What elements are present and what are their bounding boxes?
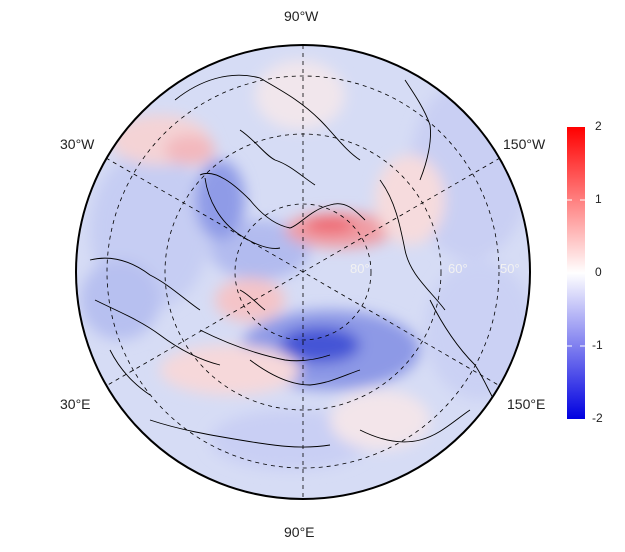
graticule bbox=[105, 45, 501, 499]
colorbar-tick-label: 2 bbox=[595, 119, 602, 133]
lon-label-bottom: 90°E bbox=[284, 524, 315, 540]
lat-label-80: 80° bbox=[350, 261, 370, 276]
colorbar-tick-label: 1 bbox=[595, 192, 602, 206]
latitude-circle-80 bbox=[234, 203, 372, 341]
lat-label-60: 60° bbox=[448, 261, 468, 276]
colorbar-tick-label: 0 bbox=[595, 265, 602, 279]
colorbar-tick-label: -1 bbox=[592, 338, 603, 352]
lat-label-50: 50° bbox=[500, 261, 520, 276]
colorbar-tick-label: -2 bbox=[592, 411, 603, 425]
latitude-circle-60 bbox=[106, 75, 500, 469]
lon-label-upper-right: 150°W bbox=[503, 136, 546, 152]
lon-label-lower-right: 150°E bbox=[507, 396, 546, 412]
colorbar-ticks bbox=[567, 199, 585, 347]
lon-label-top: 90°W bbox=[284, 8, 319, 24]
meridian-150w-30e bbox=[105, 157, 501, 387]
lon-label-lower-left: 30°E bbox=[60, 396, 91, 412]
map-border bbox=[75, 44, 531, 500]
lon-label-upper-left: 30°W bbox=[60, 136, 95, 152]
anomaly-field: 80° 60° 50° bbox=[76, 45, 530, 499]
